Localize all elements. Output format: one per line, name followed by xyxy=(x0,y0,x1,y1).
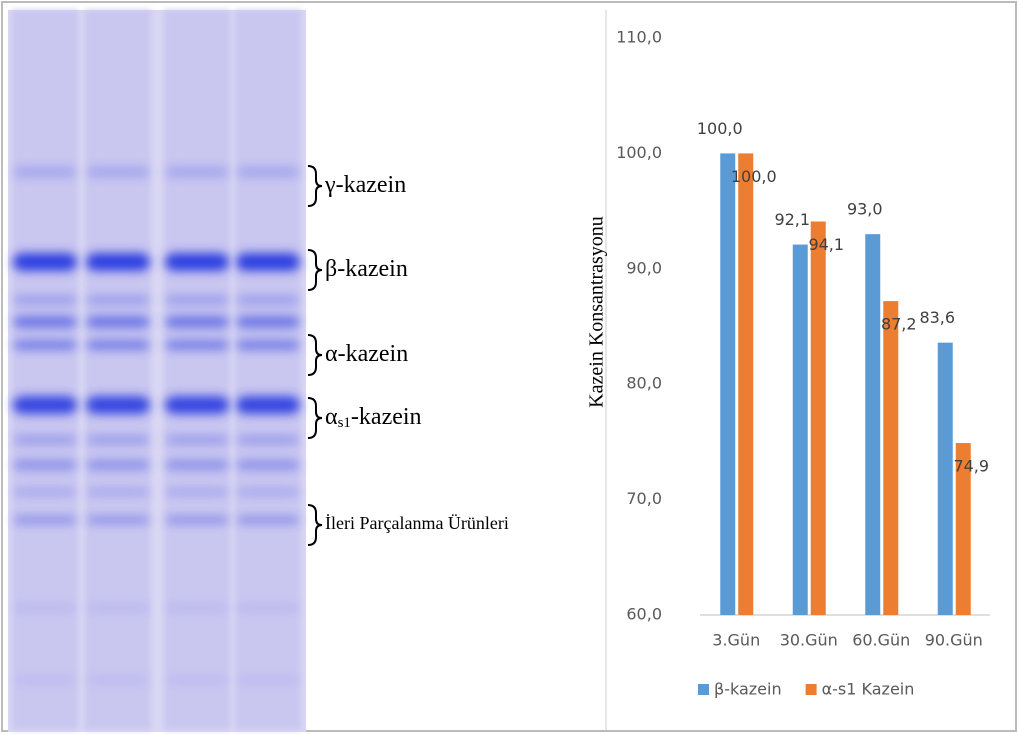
bar xyxy=(793,245,808,615)
gel-band xyxy=(13,396,77,414)
gel-band xyxy=(86,678,150,683)
value-label: 92,1 xyxy=(774,210,810,229)
gel-band xyxy=(86,396,150,414)
value-label: 83,6 xyxy=(919,308,955,327)
gel-band xyxy=(165,489,229,495)
y-tick-label: 110,0 xyxy=(616,28,662,47)
gel-band xyxy=(236,517,300,524)
gel-label: β-kazein xyxy=(325,256,408,282)
figure: γ-kazein β-kazein α-kazein αs1-kazein İleri … xyxy=(0,0,1020,735)
x-tick-label: 90.Gün xyxy=(925,631,983,650)
gel-lane xyxy=(12,10,78,730)
bar xyxy=(720,153,735,615)
gel-band xyxy=(13,436,77,444)
y-tick-label: 70,0 xyxy=(626,489,662,508)
value-label: 87,2 xyxy=(881,315,917,334)
gel-band xyxy=(236,340,300,350)
gel-band xyxy=(86,517,150,524)
gel-lane xyxy=(85,10,151,730)
gel-band xyxy=(86,340,150,350)
gel-label: İleri Parçalanma Ürünleri xyxy=(325,513,509,533)
value-label: 93,0 xyxy=(847,200,883,219)
gel-band xyxy=(236,316,300,328)
gel-band xyxy=(13,517,77,524)
gel-band xyxy=(13,460,77,470)
legend-label: α-s1 Kazein xyxy=(822,680,915,699)
gel-band xyxy=(13,340,77,350)
gel-band xyxy=(236,296,300,304)
gel-band xyxy=(86,436,150,444)
value-label: 100,0 xyxy=(697,119,743,138)
y-tick-label: 60,0 xyxy=(626,605,662,624)
gel-band xyxy=(236,460,300,470)
gel-label-part: γ-kazein xyxy=(324,172,406,198)
bar xyxy=(738,153,753,615)
gel-band xyxy=(86,460,150,470)
gel-band xyxy=(86,316,150,328)
y-tick-label: 90,0 xyxy=(626,258,662,277)
gel-band xyxy=(165,316,229,328)
gel-band xyxy=(165,396,229,414)
x-tick-label: 30.Gün xyxy=(780,631,838,650)
gel-band xyxy=(236,436,300,444)
bar xyxy=(865,234,880,615)
gel-band xyxy=(165,296,229,304)
gel-band xyxy=(86,167,150,177)
gel-band xyxy=(86,606,150,611)
bar xyxy=(883,301,898,615)
value-label: 100,0 xyxy=(731,167,777,186)
gel-lane xyxy=(235,10,301,730)
gel-band xyxy=(165,517,229,524)
value-label: 74,9 xyxy=(953,457,989,476)
bar xyxy=(938,343,953,615)
gel-band xyxy=(165,460,229,470)
legend-swatch xyxy=(806,684,817,695)
gel-label: γ-kazein xyxy=(324,172,406,198)
gel-band xyxy=(13,678,77,683)
gel-band xyxy=(165,606,229,611)
gel-band xyxy=(236,253,300,271)
gel-label: α-kazein xyxy=(325,341,408,367)
x-tick-label: 60.Gün xyxy=(852,631,910,650)
gel-band xyxy=(236,167,300,177)
gel-band xyxy=(86,253,150,271)
gel-band xyxy=(165,340,229,350)
gel-band xyxy=(13,167,77,177)
legend-label: β-kazein xyxy=(714,680,782,699)
gel-band xyxy=(13,606,77,611)
page: {"gel": {"labels": [ {"text": "γ-kazein"… xyxy=(0,0,1020,735)
gel-band xyxy=(13,296,77,304)
gel-band xyxy=(13,253,77,271)
bar xyxy=(811,221,826,615)
gel-label-part: -kazein xyxy=(351,404,422,430)
legend-swatch xyxy=(698,684,709,695)
value-label: 94,1 xyxy=(808,235,844,254)
gel-band xyxy=(165,678,229,683)
gel-image xyxy=(8,10,306,732)
gel-label-part: İleri Parçalanma Ürünleri xyxy=(325,513,509,533)
gel-label-part: β-kazein xyxy=(325,256,408,282)
gel-band xyxy=(236,678,300,683)
gel-band xyxy=(236,606,300,611)
x-tick-label: 3.Gün xyxy=(712,631,760,650)
gel-band xyxy=(86,489,150,495)
y-axis-label: Kazein Konsantrasyonu xyxy=(586,216,608,408)
gel-lane xyxy=(164,10,230,730)
gel-band xyxy=(165,253,229,271)
y-tick-label: 100,0 xyxy=(616,143,662,162)
gel-band xyxy=(13,489,77,495)
gel-band xyxy=(236,396,300,414)
gel-label-part: s1 xyxy=(338,415,351,431)
gel-band xyxy=(165,436,229,444)
gel-label-part: α-kazein xyxy=(325,341,408,367)
gel-band xyxy=(86,296,150,304)
gel-label-part: α xyxy=(325,404,338,430)
gel-band xyxy=(236,489,300,495)
gel-band xyxy=(165,167,229,177)
y-tick-label: 80,0 xyxy=(626,374,662,393)
gel-band xyxy=(13,316,77,328)
